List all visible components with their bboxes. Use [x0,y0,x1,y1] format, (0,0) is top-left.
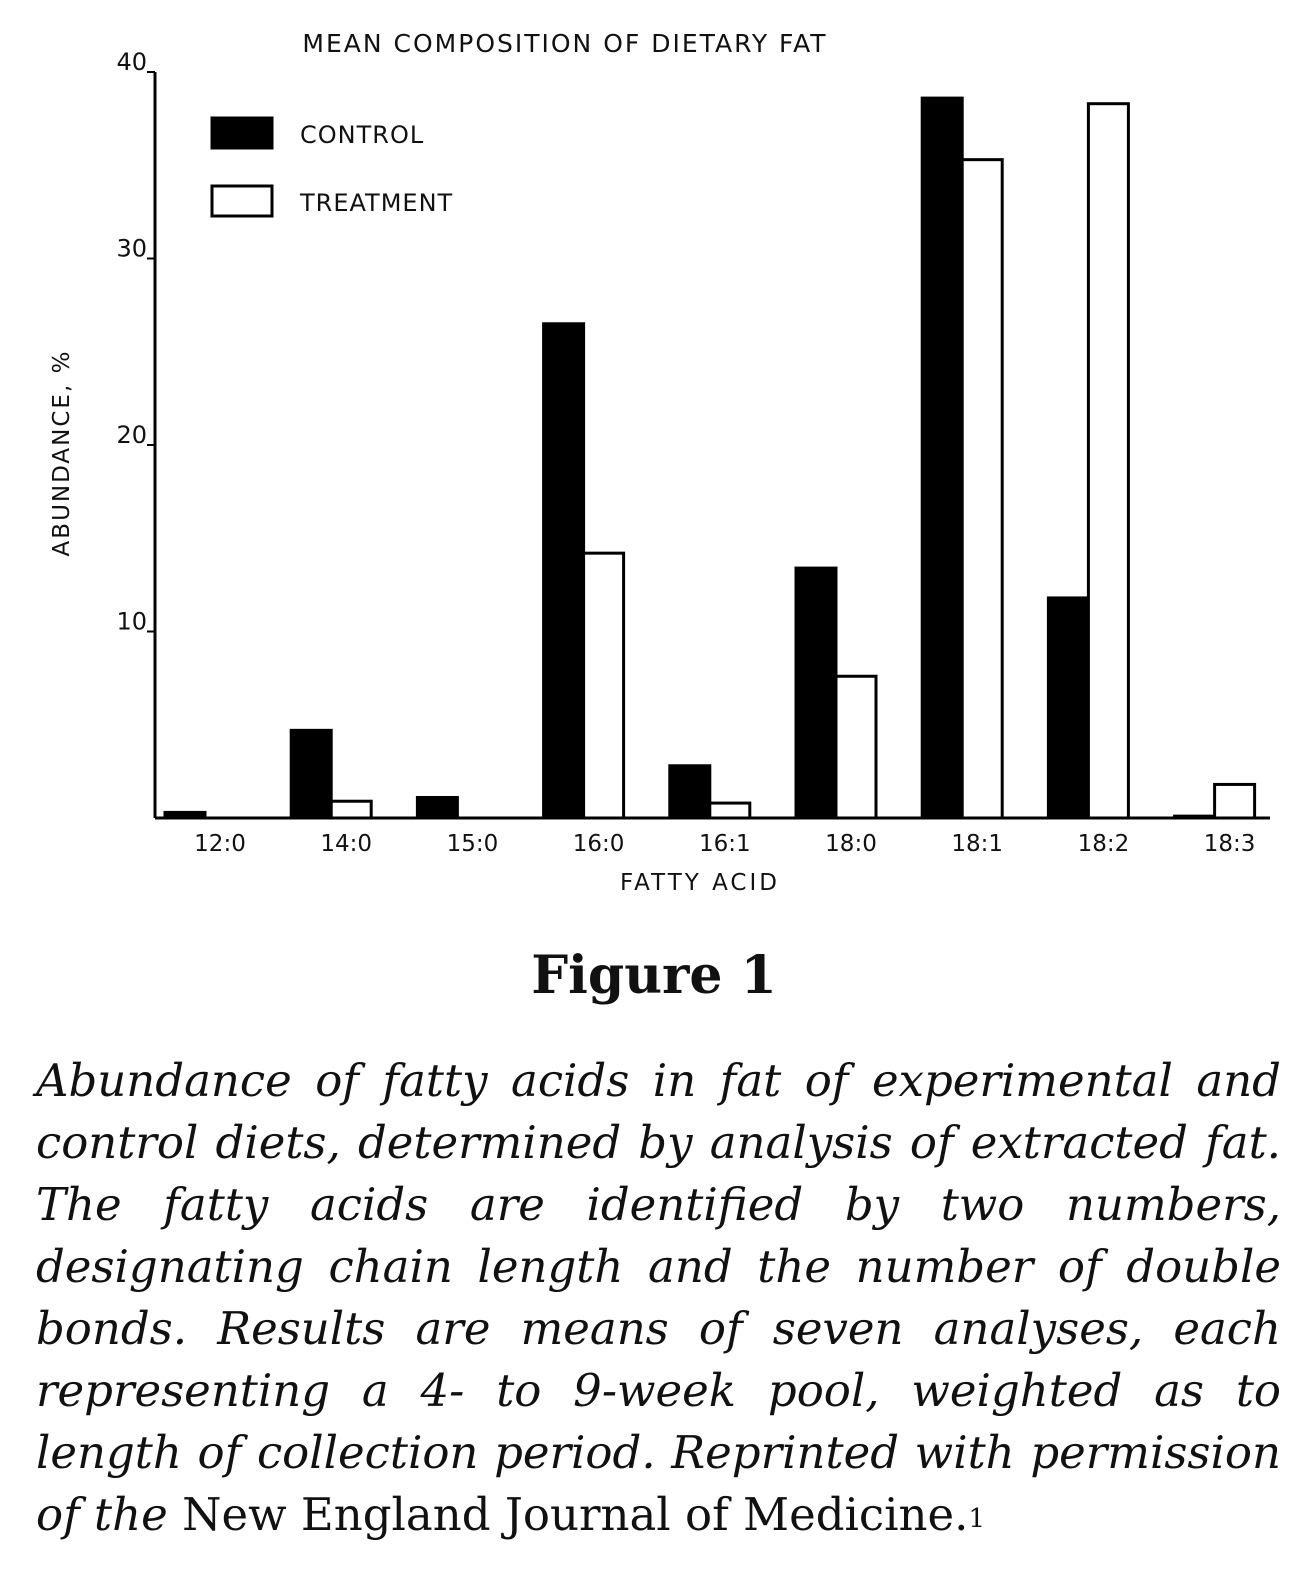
chart-title: MEAN COMPOSITION OF DIETARY FAT [302,29,827,58]
bars [163,96,1257,820]
bar-control-18-3 [1173,814,1217,820]
bar-treatment-18-1 [960,158,1004,820]
x-tick-label: 18:0 [825,831,877,857]
legend: CONTROL TREATMENT [210,116,453,218]
bar-treatment-18-2 [1086,102,1130,820]
y-tick-labels: 10 20 30 40 [116,48,155,636]
x-tick-label: 18:3 [1204,831,1256,857]
x-axis-label: FATTY ACID [620,870,780,896]
legend-label-control: CONTROL [300,121,424,149]
bar-control-14-0 [289,728,333,820]
caption-reference-number: 1 [968,1504,985,1534]
bar-treatment-16-0 [582,551,626,820]
bar-control-18-1 [920,96,964,820]
bar-control-12-0 [163,810,207,820]
x-tick-label: 14:0 [320,831,372,857]
bar-treatment-18-0 [834,674,878,820]
figure-caption: Abundance of fatty acids in fat of exper… [36,1050,1281,1546]
figure-label: Figure 1 [531,945,777,1006]
x-tick-label: 18:2 [1078,831,1130,857]
x-tick-label: 15:0 [447,831,499,857]
y-axis-label: ABUNDANCE, % [49,350,75,557]
bar-chart: MEAN COMPOSITION OF DIETARY FAT ABUNDANC… [49,29,1270,896]
x-tick-label: 16:0 [573,831,625,857]
bar-treatment-16-1 [708,801,752,820]
bar-control-18-2 [1046,596,1090,820]
x-tick-label: 16:1 [699,831,751,857]
y-tick-label: 10 [116,608,147,636]
y-tick-label: 30 [116,235,147,263]
y-tick-label: 40 [116,48,147,76]
bar-treatment-18-3 [1213,782,1257,820]
bar-control-16-1 [668,764,712,820]
bar-control-18-0 [794,566,838,820]
legend-swatch-control [210,116,274,150]
bar-treatment-14-0 [329,799,373,820]
caption-italic-text: Abundance of fatty acids in fat of exper… [36,1054,1281,1541]
legend-label-treatment: TREATMENT [299,189,453,217]
x-tick-label: 18:1 [951,831,1003,857]
y-tick-label: 20 [116,421,147,449]
bar-control-16-0 [542,322,586,820]
bar-control-15-0 [415,795,459,820]
legend-swatch-treatment [210,184,274,218]
x-tick-label: 12:0 [194,831,246,857]
caption-journal-name: New England Journal of Medicine. [182,1488,969,1541]
x-tick-labels: 12:0 14:0 15:0 16:0 16:1 18:0 18:1 18:2 18:3 [194,831,1255,857]
